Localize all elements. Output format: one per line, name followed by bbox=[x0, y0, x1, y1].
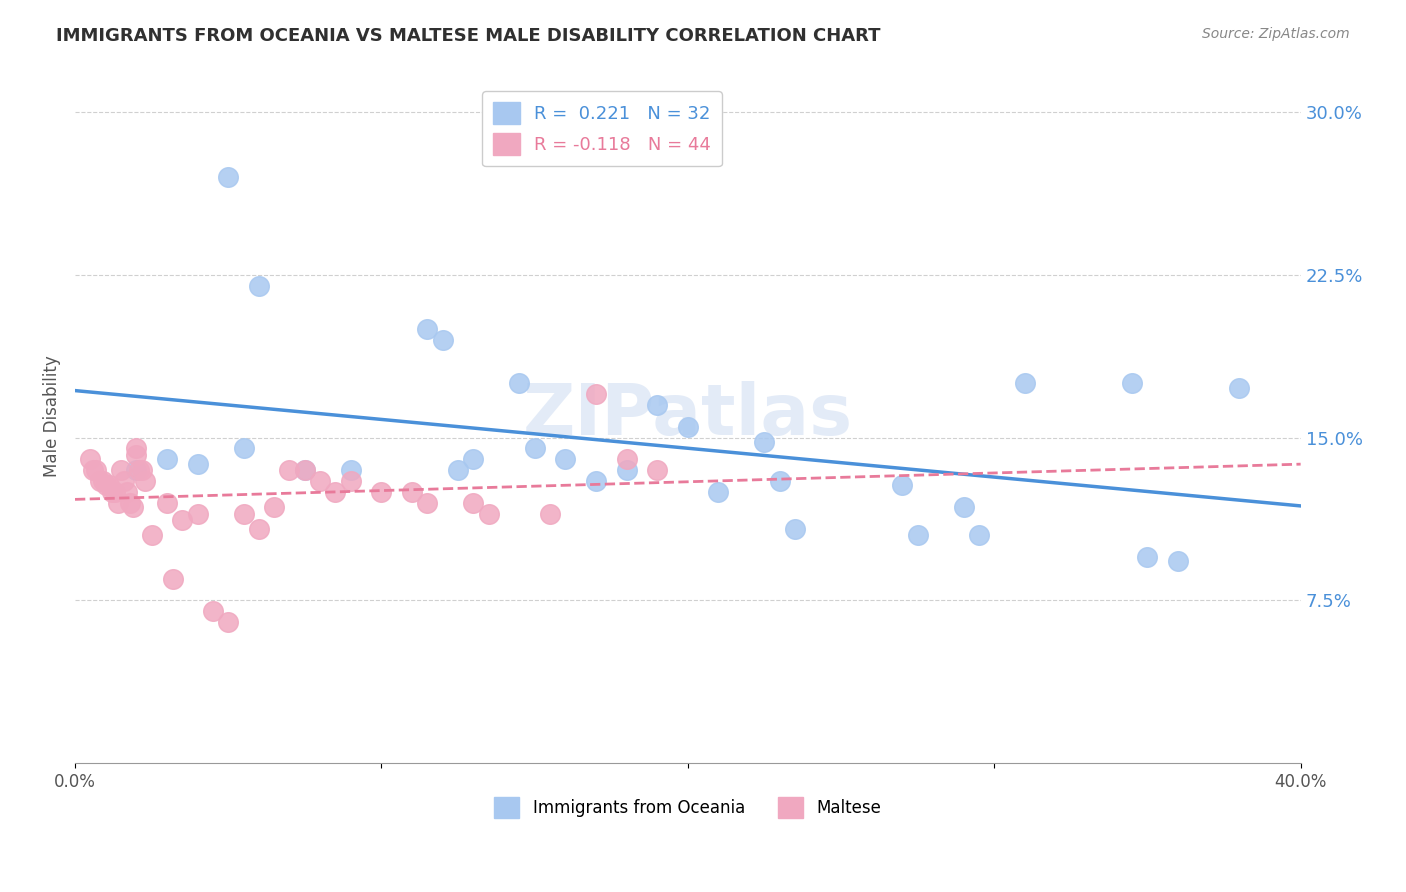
Point bbox=[115, 484, 138, 499]
Point bbox=[907, 528, 929, 542]
Point bbox=[131, 463, 153, 477]
Point bbox=[967, 528, 990, 542]
Point bbox=[294, 463, 316, 477]
Point bbox=[1167, 554, 1189, 568]
Point bbox=[104, 484, 127, 499]
Point bbox=[247, 278, 270, 293]
Point bbox=[370, 484, 392, 499]
Point bbox=[463, 452, 485, 467]
Point bbox=[79, 452, 101, 467]
Point bbox=[616, 463, 638, 477]
Point bbox=[86, 463, 108, 477]
Point bbox=[112, 474, 135, 488]
Point bbox=[707, 484, 730, 499]
Point bbox=[523, 442, 546, 456]
Point bbox=[94, 478, 117, 492]
Point bbox=[339, 474, 361, 488]
Point bbox=[156, 452, 179, 467]
Point bbox=[585, 474, 607, 488]
Point bbox=[309, 474, 332, 488]
Point bbox=[134, 474, 156, 488]
Text: ZIPatlas: ZIPatlas bbox=[523, 381, 853, 450]
Point bbox=[447, 463, 470, 477]
Point bbox=[187, 507, 209, 521]
Point bbox=[110, 463, 132, 477]
Point bbox=[416, 496, 439, 510]
Point bbox=[122, 500, 145, 514]
Point bbox=[325, 484, 347, 499]
Text: IMMIGRANTS FROM OCEANIA VS MALTESE MALE DISABILITY CORRELATION CHART: IMMIGRANTS FROM OCEANIA VS MALTESE MALE … bbox=[56, 27, 880, 45]
Point bbox=[101, 484, 124, 499]
Point bbox=[645, 398, 668, 412]
Point bbox=[1014, 376, 1036, 391]
Point bbox=[217, 169, 239, 184]
Point bbox=[217, 615, 239, 629]
Point bbox=[107, 496, 129, 510]
Point bbox=[125, 448, 148, 462]
Legend: Immigrants from Oceania, Maltese: Immigrants from Oceania, Maltese bbox=[488, 790, 889, 824]
Point bbox=[1136, 549, 1159, 564]
Point bbox=[538, 507, 561, 521]
Point bbox=[616, 452, 638, 467]
Point bbox=[294, 463, 316, 477]
Point bbox=[89, 474, 111, 488]
Point bbox=[585, 387, 607, 401]
Point bbox=[432, 333, 454, 347]
Point bbox=[125, 463, 148, 477]
Point bbox=[769, 474, 792, 488]
Point bbox=[401, 484, 423, 499]
Point bbox=[156, 496, 179, 510]
Point bbox=[91, 474, 114, 488]
Point bbox=[141, 528, 163, 542]
Point bbox=[232, 442, 254, 456]
Point bbox=[783, 522, 806, 536]
Point bbox=[463, 496, 485, 510]
Point bbox=[247, 522, 270, 536]
Point bbox=[278, 463, 301, 477]
Point bbox=[416, 322, 439, 336]
Point bbox=[187, 457, 209, 471]
Point bbox=[1227, 381, 1250, 395]
Point bbox=[891, 478, 914, 492]
Point bbox=[508, 376, 530, 391]
Point bbox=[162, 572, 184, 586]
Point bbox=[97, 478, 120, 492]
Point bbox=[128, 463, 150, 477]
Point bbox=[172, 513, 194, 527]
Point bbox=[676, 419, 699, 434]
Point bbox=[120, 496, 142, 510]
Point bbox=[645, 463, 668, 477]
Point bbox=[339, 463, 361, 477]
Point bbox=[1121, 376, 1143, 391]
Point bbox=[478, 507, 501, 521]
Point bbox=[201, 604, 224, 618]
Point bbox=[82, 463, 104, 477]
Point bbox=[952, 500, 974, 514]
Point bbox=[263, 500, 285, 514]
Point bbox=[232, 507, 254, 521]
Text: Source: ZipAtlas.com: Source: ZipAtlas.com bbox=[1202, 27, 1350, 41]
Point bbox=[754, 434, 776, 449]
Point bbox=[554, 452, 576, 467]
Point bbox=[125, 442, 148, 456]
Y-axis label: Male Disability: Male Disability bbox=[44, 355, 60, 476]
